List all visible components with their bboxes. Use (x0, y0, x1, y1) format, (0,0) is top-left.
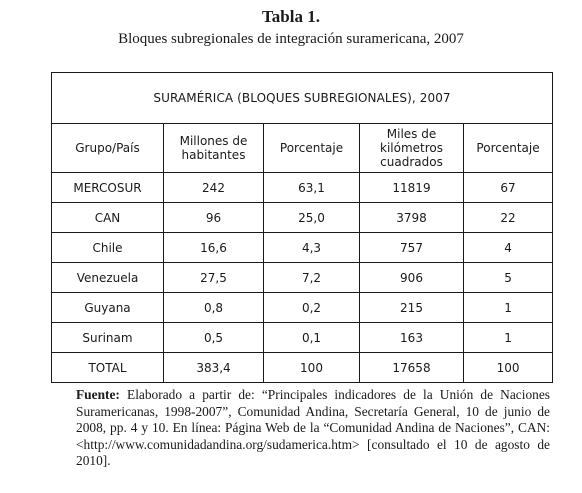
value-cell: 0,5 (163, 322, 264, 353)
value-cell: 17658 (359, 352, 464, 383)
table-row: Venezuela 27,5 7,2 906 5 (51, 262, 554, 293)
country-cell: Chile (51, 232, 164, 263)
value-cell: 1 (462, 292, 554, 323)
value-cell: 1 (462, 322, 554, 353)
value-cell: 63,1 (263, 172, 360, 203)
table-row: CAN 96 25,0 3798 22 (51, 202, 554, 233)
header-cell: Porcentaje (263, 123, 360, 173)
table-row: Guyana 0,8 0,2 215 1 (51, 292, 554, 323)
value-cell: 25,0 (263, 202, 360, 233)
value-cell: 906 (359, 262, 464, 293)
data-table: SURAMÉRICA (BLOQUES SUBREGIONALES), 2007… (50, 72, 554, 383)
value-cell: 100 (263, 352, 360, 383)
country-cell: Venezuela (51, 262, 164, 293)
value-cell: 22 (462, 202, 554, 233)
header-cell: Grupo/País (51, 123, 164, 173)
value-cell: 757 (359, 232, 464, 263)
value-cell: 4,3 (263, 232, 360, 263)
source-text: Elaborado a partir de: “Principales indi… (76, 387, 550, 468)
value-cell: 27,5 (163, 262, 264, 293)
value-cell: 16,6 (163, 232, 264, 263)
value-cell: 4 (462, 232, 554, 263)
value-cell: 11819 (359, 172, 464, 203)
value-cell: 7,2 (263, 262, 360, 293)
value-cell: 5 (462, 262, 554, 293)
country-cell: Guyana (51, 292, 164, 323)
table-subtitle: Bloques subregionales de integración sur… (118, 31, 464, 47)
value-cell: 215 (359, 292, 464, 323)
table-row: MERCOSUR 242 63,1 11819 67 (51, 172, 554, 203)
value-cell: 383,4 (163, 352, 264, 383)
value-cell: 0,1 (263, 322, 360, 353)
source-label: Fuente: (76, 387, 120, 402)
source-note: Fuente: Elaborado a partir de: “Principa… (76, 387, 550, 470)
table-banner: SURAMÉRICA (BLOQUES SUBREGIONALES), 2007 (50, 72, 554, 124)
header-cell: Millones de habitantes (163, 123, 264, 173)
value-cell: 0,2 (263, 292, 360, 323)
table-row: Surinam 0,5 0,1 163 1 (51, 322, 554, 353)
header-cell: Porcentaje (462, 123, 554, 173)
header-row: Grupo/País Millones de habitantes Porcen… (51, 123, 554, 173)
country-cell: CAN (51, 202, 164, 233)
table-title: Tabla 1. (262, 7, 320, 26)
country-cell: Surinam (51, 322, 164, 353)
header-cell: Miles de kilómetros cuadrados (359, 123, 464, 173)
value-cell: 96 (163, 202, 264, 233)
value-cell: 100 (462, 352, 554, 383)
value-cell: 0,8 (163, 292, 264, 323)
value-cell: 67 (462, 172, 554, 203)
country-cell: MERCOSUR (51, 172, 164, 203)
value-cell: 163 (359, 322, 464, 353)
value-cell: 3798 (359, 202, 464, 233)
country-cell: TOTAL (51, 352, 164, 383)
table-row: TOTAL 383,4 100 17658 100 (51, 352, 554, 383)
table-row: Chile 16,6 4,3 757 4 (51, 232, 554, 263)
value-cell: 242 (163, 172, 264, 203)
